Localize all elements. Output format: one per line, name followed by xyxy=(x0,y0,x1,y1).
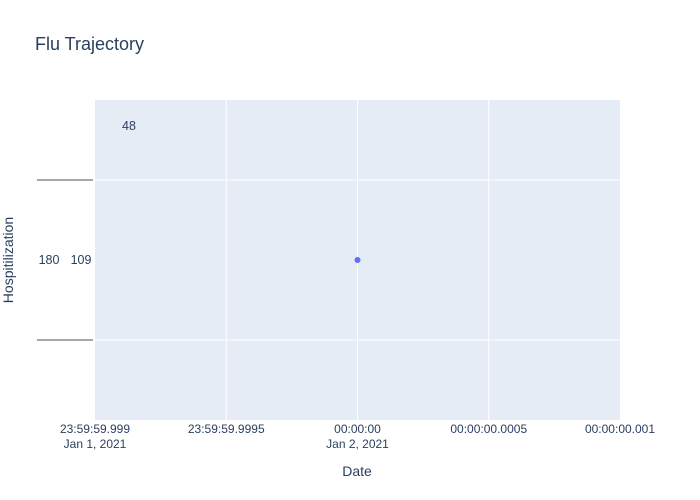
x-tick-label: 00:00:00.0005 xyxy=(450,422,527,436)
x-tick-sublabel: Jan 2, 2021 xyxy=(326,437,389,451)
chart-title: Flu Trajectory xyxy=(35,34,144,54)
data-points xyxy=(354,257,361,263)
x-tick-label: 23:59:59.999 xyxy=(60,422,130,436)
x-axis-title: Date xyxy=(342,463,372,479)
y-gridlines xyxy=(95,179,620,341)
annotation-180: 180 xyxy=(39,253,60,267)
x-tick-sublabel: Jan 1, 2021 xyxy=(64,437,127,451)
x-tick-label: 00:00:00.001 xyxy=(585,422,655,436)
annotation-109: 109 xyxy=(71,253,92,267)
x-tick-label: 23:59:59.9995 xyxy=(188,422,265,436)
y-axis-title: Hospitilization xyxy=(0,217,16,303)
annotation-48: 48 xyxy=(122,119,136,133)
data-point xyxy=(354,257,361,263)
x-tick-label: 00:00:00 xyxy=(334,422,381,436)
